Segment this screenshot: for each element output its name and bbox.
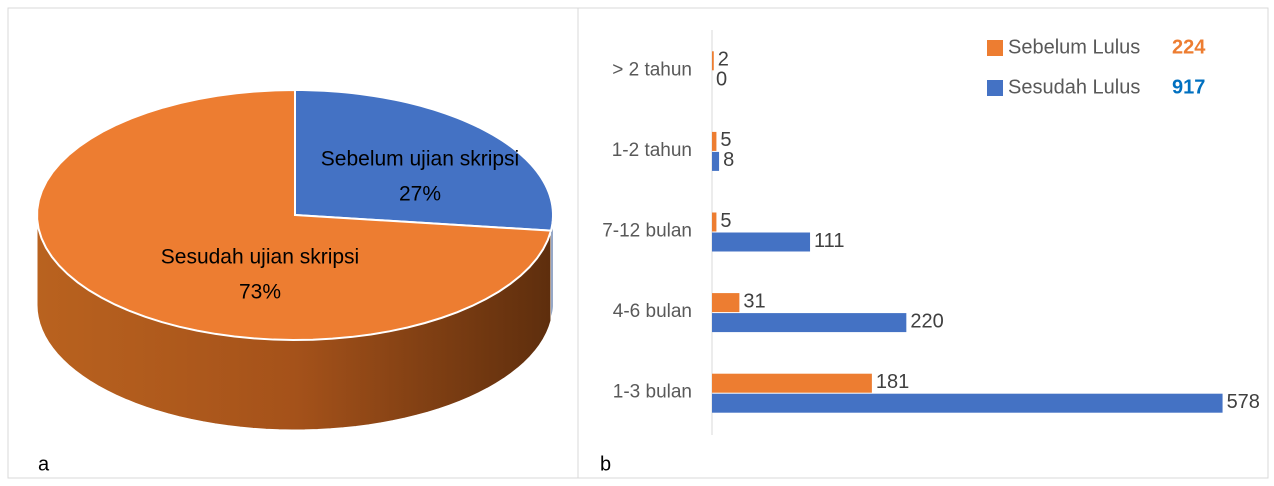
legend-total: 917	[1172, 76, 1205, 98]
y-tick-label: 7-12 bulan	[602, 221, 692, 242]
bar	[712, 313, 907, 333]
legend-swatch	[987, 80, 1003, 96]
bar	[712, 232, 811, 252]
legend-label: Sebelum Lulus	[1008, 36, 1140, 58]
bar	[712, 151, 720, 171]
panel-label: a	[38, 453, 50, 475]
panel-b	[577, 7, 1269, 479]
legend-label: Sesudah Lulus	[1008, 76, 1140, 98]
bar	[712, 373, 872, 393]
bar	[712, 293, 740, 313]
bar	[712, 212, 717, 232]
pie-slice	[294, 88, 554, 232]
value-label: 181	[876, 371, 909, 393]
value-label: 220	[910, 310, 943, 332]
pie-slice	[36, 88, 553, 341]
value-label: 5	[720, 129, 731, 151]
slice-value: 27%	[399, 183, 441, 206]
bar	[712, 131, 717, 151]
value-label: 0	[716, 69, 727, 91]
legend-swatch	[987, 40, 1003, 56]
y-tick-label: > 2 tahun	[612, 59, 692, 80]
value-label: 5	[720, 210, 731, 232]
value-label: 2	[718, 49, 729, 71]
slice-value: 73%	[239, 281, 281, 304]
y-tick-label: 1-2 tahun	[612, 140, 692, 161]
legend-total: 224	[1172, 36, 1206, 58]
value-label: 111	[814, 230, 844, 252]
slice-label: Sebelum ujian skripsi	[321, 148, 519, 171]
slice-label: Sesudah ujian skripsi	[161, 246, 359, 269]
value-label: 31	[743, 290, 765, 312]
value-label: 8	[723, 149, 734, 171]
panel-label: b	[600, 453, 611, 475]
y-tick-label: 1-3 bulan	[613, 382, 692, 403]
y-tick-label: 4-6 bulan	[613, 301, 692, 322]
value-label: 578	[1227, 391, 1260, 413]
bar	[712, 393, 1223, 413]
bar	[712, 51, 714, 71]
